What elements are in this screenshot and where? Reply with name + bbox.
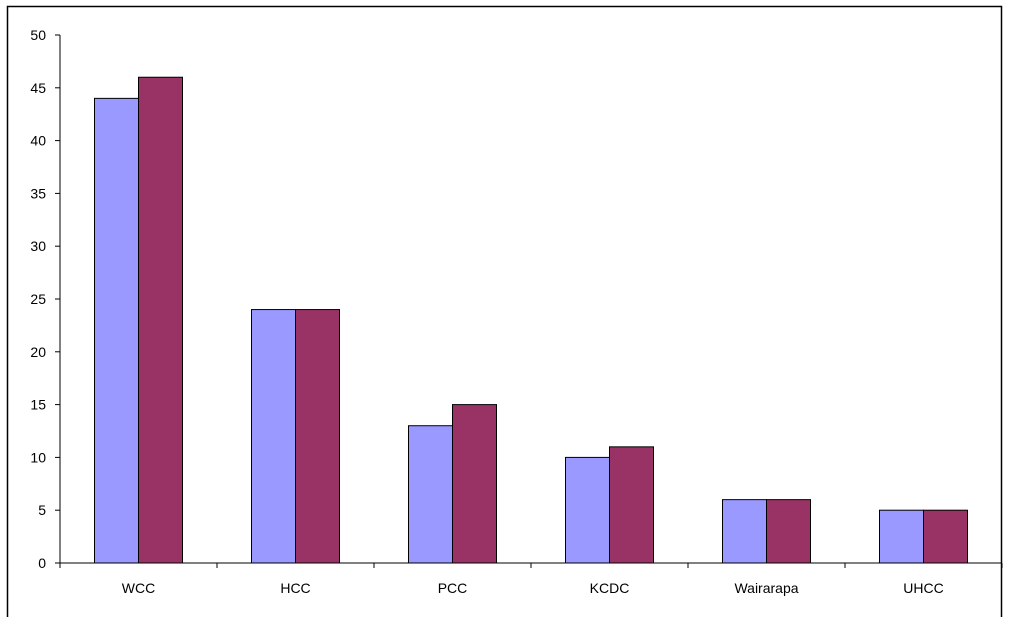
bar-uhcc-series-1 <box>879 509 924 564</box>
y-tick-label: 25 <box>30 291 46 307</box>
y-tick-label: 50 <box>30 27 46 43</box>
bar-pcc-series-2 <box>452 404 497 564</box>
tick-labels: 0 5 10 15 20 25 30 35 40 45 50 WCC HCC PCC KCDC Wairara… <box>30 27 943 596</box>
x-tick-label: HCC <box>280 580 310 596</box>
y-tick-label: 10 <box>30 449 46 465</box>
x-tick-label: Wairarapa <box>734 580 798 596</box>
bar-uhcc-series-2 <box>923 509 968 564</box>
bar-kcdc-series-1 <box>565 456 610 564</box>
bar-wcc-series-1 <box>94 97 139 564</box>
bar-hcc-series-1 <box>251 309 296 564</box>
y-tick-label: 15 <box>30 397 46 413</box>
y-tick-label: 45 <box>30 80 46 96</box>
y-tick-label: 20 <box>30 344 46 360</box>
bars <box>94 76 968 564</box>
y-tick-label: 35 <box>30 185 46 201</box>
bar-kcdc-series-2 <box>609 446 654 564</box>
x-tick-label: WCC <box>122 580 155 596</box>
axes <box>55 34 1003 568</box>
x-tick-label: KCDC <box>590 580 630 596</box>
bar-wcc-series-2 <box>138 76 183 564</box>
bar-wairarapa-series-2 <box>766 499 811 564</box>
bar-hcc-series-2 <box>295 309 340 564</box>
y-tick-label: 30 <box>30 238 46 254</box>
y-tick-label: 40 <box>30 133 46 149</box>
y-tick-label: 0 <box>38 555 46 571</box>
y-tick-label: 5 <box>38 502 46 518</box>
bar-pcc-series-1 <box>408 425 453 564</box>
bar-wairarapa-series-1 <box>722 499 767 564</box>
x-tick-label: UHCC <box>903 580 943 596</box>
x-tick-label: PCC <box>438 580 468 596</box>
